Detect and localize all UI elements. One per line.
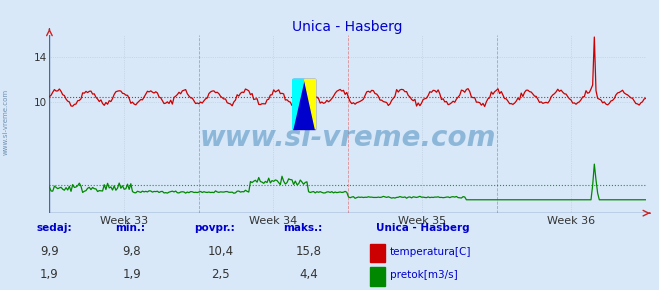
Text: 1,9: 1,9 bbox=[123, 269, 141, 281]
Text: maks.:: maks.: bbox=[283, 222, 323, 233]
Text: 2,5: 2,5 bbox=[212, 269, 230, 281]
Text: 9,9: 9,9 bbox=[40, 245, 59, 258]
Text: 1,9: 1,9 bbox=[40, 269, 59, 281]
Text: Unica - Hasberg: Unica - Hasberg bbox=[376, 222, 469, 233]
Text: www.si-vreme.com: www.si-vreme.com bbox=[2, 89, 9, 155]
Text: min.:: min.: bbox=[115, 222, 146, 233]
Text: www.si-vreme.com: www.si-vreme.com bbox=[200, 124, 496, 152]
Bar bbox=[293, 79, 316, 129]
Text: 15,8: 15,8 bbox=[295, 245, 322, 258]
Polygon shape bbox=[293, 79, 304, 129]
Text: pretok[m3/s]: pretok[m3/s] bbox=[390, 270, 458, 280]
Title: Unica - Hasberg: Unica - Hasberg bbox=[293, 20, 403, 34]
Text: temperatura[C]: temperatura[C] bbox=[390, 247, 472, 257]
Text: 4,4: 4,4 bbox=[299, 269, 318, 281]
Text: sedaj:: sedaj: bbox=[36, 222, 72, 233]
Text: povpr.:: povpr.: bbox=[194, 222, 235, 233]
Text: 10,4: 10,4 bbox=[208, 245, 234, 258]
Polygon shape bbox=[304, 79, 316, 129]
Text: 9,8: 9,8 bbox=[123, 245, 141, 258]
